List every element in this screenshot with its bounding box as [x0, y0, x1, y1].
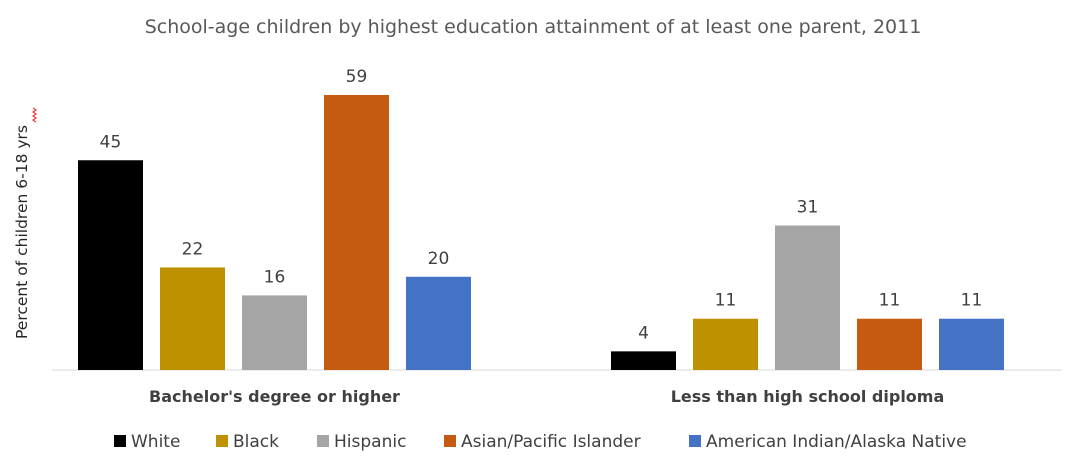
bar-hispanic-0: [242, 295, 307, 370]
legend-label: Hispanic: [334, 432, 406, 452]
legend-label: Black: [233, 432, 279, 452]
bar-black-1: [693, 318, 758, 370]
data-labels-group: 45 22 16 59 20 4 11 31 11 11: [100, 67, 983, 343]
legend-label: Asian/Pacific Islander: [461, 432, 641, 452]
data-label: 20: [428, 249, 450, 269]
legend-swatch: [444, 435, 456, 447]
legend-swatch: [114, 435, 126, 447]
data-label: 59: [346, 67, 368, 87]
bar-black-0: [160, 267, 225, 370]
bar-hispanic-1: [775, 225, 840, 370]
legend-label: American Indian/Alaska Native: [706, 432, 967, 452]
bar-asian-pacific-islander-0: [324, 95, 389, 370]
data-label: 31: [797, 198, 819, 218]
bar-american-indian-alaska-native-0: [406, 276, 471, 370]
bar-asian-pacific-islander-1: [857, 318, 922, 370]
bars-group: [78, 95, 1004, 370]
bar-white-0: [78, 160, 143, 370]
data-label: 11: [715, 291, 737, 311]
data-label: 22: [182, 239, 204, 259]
category-label: Bachelor's degree or higher: [149, 387, 400, 406]
legend-swatch: [317, 435, 329, 447]
legend: White Black Hispanic Asian/Pacific Islander…: [114, 432, 967, 452]
data-label: 16: [264, 267, 286, 287]
data-label: 45: [100, 132, 122, 152]
legend-swatch: [689, 435, 701, 447]
data-label: 4: [638, 323, 649, 343]
legend-label: White: [131, 432, 180, 452]
category-labels-group: Bachelor's degree or higher Less than hig…: [149, 387, 944, 406]
y-axis-label-group: Percent of children 6-18 yrs: [13, 107, 38, 339]
bar-white-1: [611, 351, 676, 370]
data-label: 11: [879, 291, 901, 311]
bar-american-indian-alaska-native-1: [939, 318, 1004, 370]
data-label: 11: [961, 291, 983, 311]
chart-title: School-age children by highest education…: [145, 16, 922, 38]
category-label: Less than high school diploma: [671, 387, 945, 406]
legend-swatch: [216, 435, 228, 447]
y-axis-label: Percent of children 6-18 yrs: [13, 125, 31, 339]
spellcheck-underline: [31, 107, 38, 123]
